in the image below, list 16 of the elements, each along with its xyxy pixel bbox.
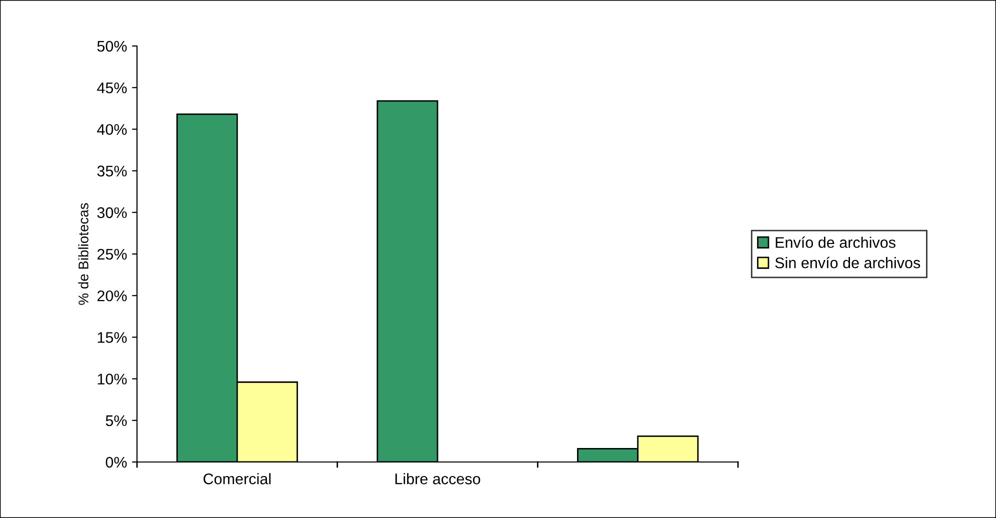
y-tick-label: 15%: [98, 332, 127, 343]
y-tick-label: 50%: [97, 40, 127, 52]
y-tick-label: 5%: [106, 415, 127, 426]
y-tick-label: 30%: [97, 207, 127, 218]
y-axis-title: % de Bibliotecas: [78, 203, 88, 305]
legend-label: Sin envío de archivos: [775, 256, 920, 268]
y-tick-label: 20%: [97, 290, 127, 302]
y-tick-label: 35%: [97, 166, 127, 176]
y-tick-label: 0%: [106, 456, 127, 468]
y-tick-label: 45%: [97, 82, 127, 94]
y-tick-label: 40%: [97, 124, 127, 135]
y-tick-label: 10%: [98, 374, 127, 384]
x-tick-label: Libre acceso: [395, 473, 480, 484]
y-tick-label: 25%: [97, 248, 127, 260]
x-tick-label: Comercial: [204, 473, 271, 484]
legend-label: Envío de archivos: [776, 236, 896, 248]
